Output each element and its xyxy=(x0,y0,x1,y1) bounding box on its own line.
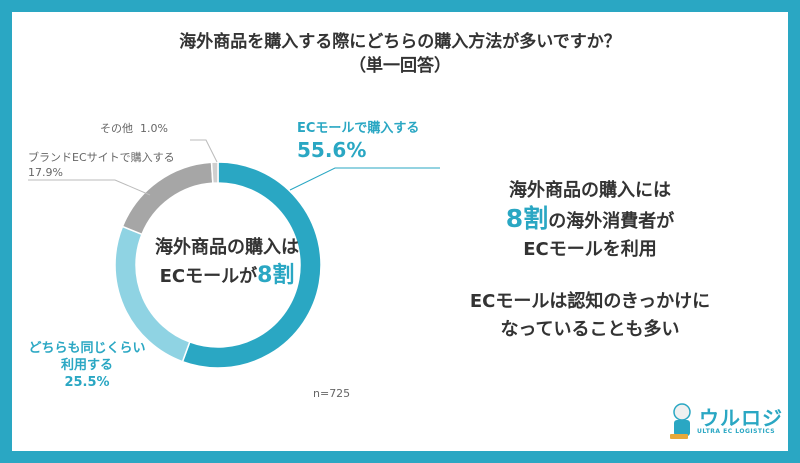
summary-line1: 海外商品の購入には xyxy=(509,180,671,201)
donut-center-text: 海外商品の購入は ECモールが8割 xyxy=(137,234,317,291)
label-brand-ec-value: 17.9% xyxy=(28,166,63,179)
label-both: どちらも同じくらい 利用する 25.5% xyxy=(22,340,152,391)
label-brand-ec-name: ブランドECサイトで購入する xyxy=(28,151,175,164)
label-both-value: 25.5% xyxy=(64,375,110,390)
label-both-line2: 利用する xyxy=(60,358,113,373)
summary-line5: なっていることも多い xyxy=(500,319,680,340)
label-ec-mall-name: ECモールで購入する xyxy=(297,121,420,136)
summary-highlight: 8割 xyxy=(505,204,549,233)
label-other-value: 1.0% xyxy=(140,122,168,135)
title-line2: （単一回答） xyxy=(349,56,451,76)
sample-size: n=725 xyxy=(313,387,351,400)
slice-ec-mall xyxy=(181,161,322,369)
summary-line2-rest: の海外消費者が xyxy=(548,211,675,232)
leader-brand-ec xyxy=(28,179,151,196)
label-other-name: その他 xyxy=(100,122,133,135)
label-ec-mall-value: 55.6% xyxy=(297,138,367,162)
summary-line2: 8割の海外消費者が xyxy=(460,205,720,236)
logo-subtitle: ULTRA EC LOGISTICS xyxy=(697,428,776,435)
slice-other xyxy=(210,161,219,184)
label-other: その他 1.0% xyxy=(100,121,168,136)
logo-mascot-body xyxy=(674,420,690,436)
center-line1: 海外商品の購入は xyxy=(155,237,299,258)
label-both-line1: どちらも同じくらい xyxy=(28,341,146,356)
center-line2: ECモールが8割 xyxy=(137,262,317,291)
center-line2-prefix: ECモールが xyxy=(159,266,258,287)
leader-ec-mall xyxy=(289,167,440,191)
summary-text: 海外商品の購入には 8割の海外消費者が ECモールを利用 ECモールは認知のきっ… xyxy=(460,177,720,344)
label-brand-ec: ブランドECサイトで購入する 17.9% xyxy=(28,150,175,180)
logo-mascot-head xyxy=(673,403,691,421)
summary-line3: ECモールを利用 xyxy=(523,239,657,260)
label-ec-mall: ECモールで購入する 55.6% xyxy=(297,117,419,162)
center-highlight: 8割 xyxy=(257,263,295,288)
logo-name: ウルロジ xyxy=(699,406,783,430)
logo-box-icon xyxy=(670,434,688,439)
leader-other xyxy=(190,139,218,163)
title-line1: 海外商品を購入する際にどちらの購入方法が多いですか？ xyxy=(179,32,621,52)
chart-title: 海外商品を購入する際にどちらの購入方法が多いですか？ （単一回答） xyxy=(12,30,788,78)
summary-line4: ECモールは認知のきっかけに xyxy=(469,291,711,312)
logo xyxy=(670,403,691,439)
